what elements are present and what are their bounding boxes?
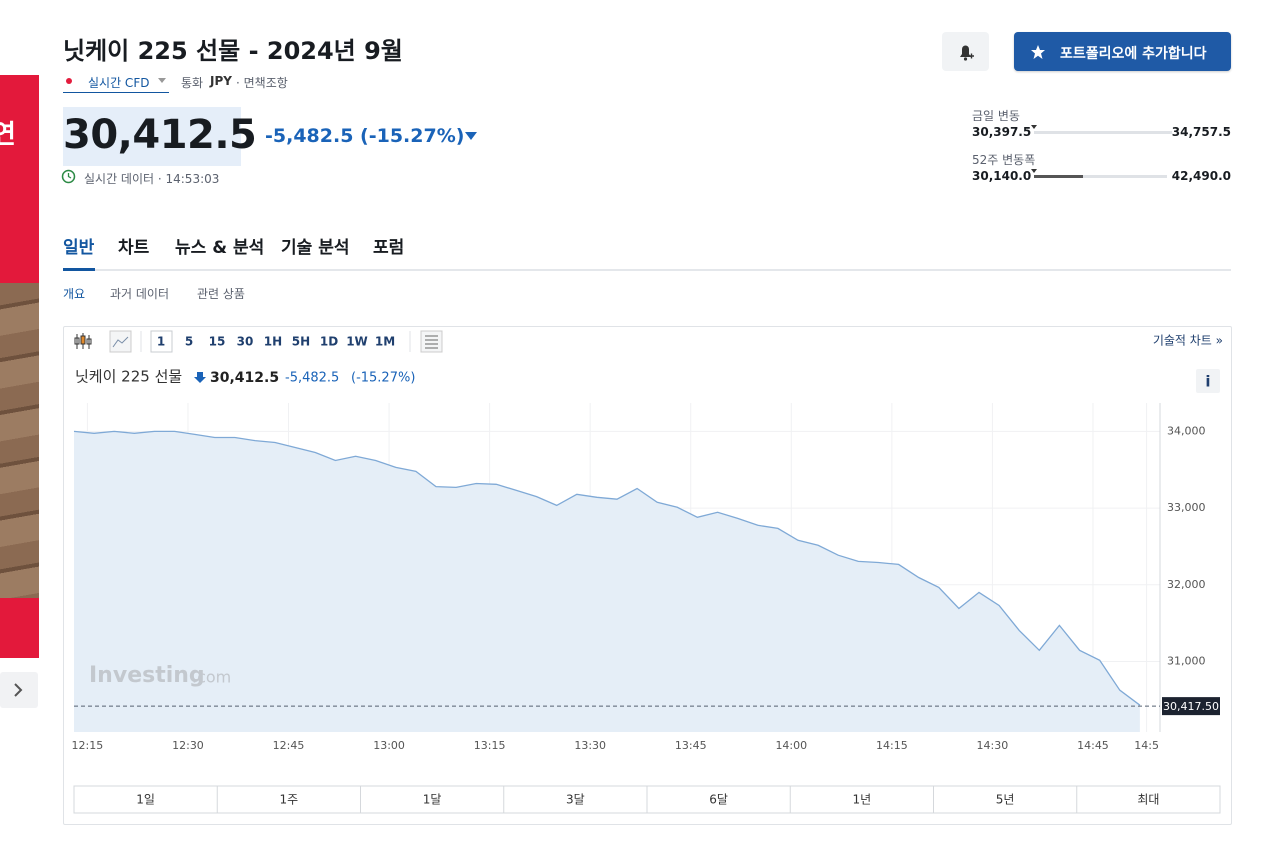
tab[interactable]: 포럼 (373, 238, 405, 258)
time-label: 실시간 데이터 · 14:53:03 (84, 172, 220, 186)
subtab[interactable]: 관련 상품 (197, 287, 245, 301)
disclaimer[interactable]: · 면책조항 (236, 76, 288, 90)
ad-next[interactable] (0, 672, 38, 708)
star-icon (1031, 45, 1045, 59)
tab-active-underline (63, 268, 95, 271)
tab[interactable]: 일반 (63, 238, 95, 258)
tab[interactable]: 차트 (118, 238, 150, 258)
range-marker (1031, 125, 1037, 129)
tab-rule (63, 269, 1231, 271)
source[interactable]: 실시간 CFD (88, 76, 150, 90)
ad-image (0, 283, 39, 598)
price: 30,412.5 (63, 112, 257, 158)
chart-widget (63, 326, 1232, 825)
currency: JPY (210, 74, 232, 88)
bell-icon (960, 45, 974, 61)
ad-text: 연 (0, 120, 16, 150)
clock-icon (61, 169, 76, 184)
price-box (63, 107, 241, 166)
range-high: 42,490.0 (1171, 169, 1231, 183)
subtab[interactable]: 과거 데이터 (110, 287, 170, 301)
source-underline (63, 92, 169, 93)
price-change: -5,482.5 (-15.27%) (265, 125, 465, 147)
range-bar (1034, 131, 1172, 134)
portfolio-button[interactable]: 포트폴리오에 추가합니다 (1014, 32, 1231, 71)
dropdown-arrow (158, 78, 166, 83)
title: 닛케이 225 선물 - 2024년 9월 (63, 37, 403, 65)
ad-banner[interactable]: 연 (0, 58, 39, 658)
alert-button[interactable] (942, 32, 989, 71)
range-low: 30,140.0 (972, 169, 1032, 183)
flag-dot (66, 78, 72, 84)
range-label: 금일 변동 (972, 109, 1020, 123)
subtab[interactable]: 개요 (63, 287, 86, 301)
portfolio-label: 포트폴리오에 추가합니다 (1060, 46, 1207, 62)
range-label: 52주 변동폭 (972, 153, 1036, 167)
chevron (14, 683, 23, 697)
down-triangle (465, 132, 477, 140)
tab[interactable]: 기술 분석 (281, 238, 350, 258)
range-high: 34,757.5 (1171, 125, 1231, 139)
range-fill (1034, 175, 1083, 178)
currency-label: 통화 (181, 76, 204, 90)
ad-controls[interactable] (0, 58, 39, 75)
range-low: 30,397.5 (972, 125, 1032, 139)
range-marker (1031, 169, 1037, 173)
range-bar (1034, 175, 1167, 178)
tab[interactable]: 뉴스 & 분석 (175, 238, 265, 258)
